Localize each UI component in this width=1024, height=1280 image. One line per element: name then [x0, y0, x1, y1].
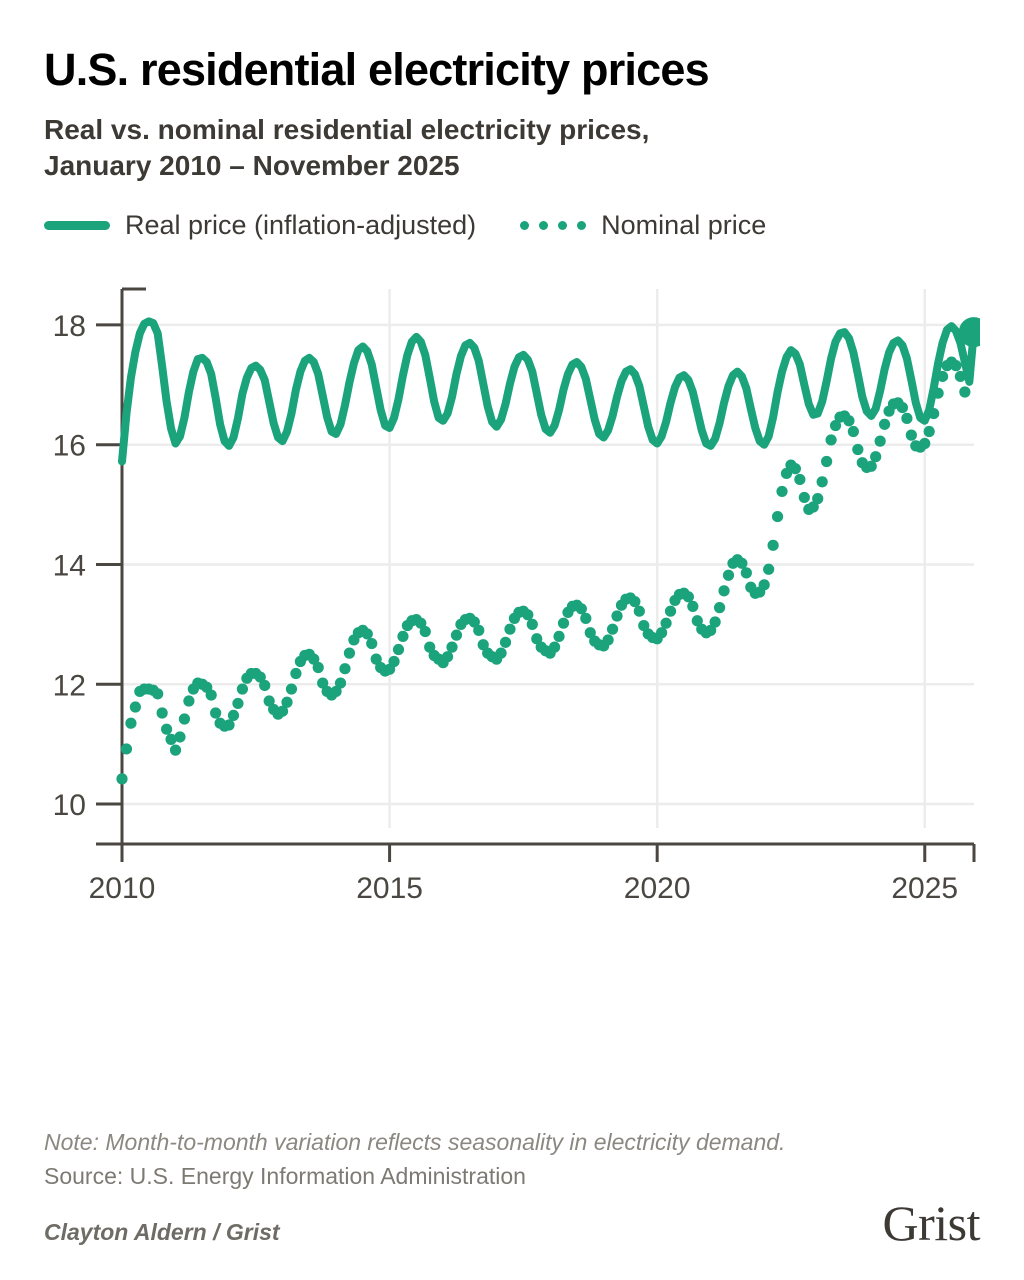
svg-text:14: 14	[53, 549, 86, 582]
chart-footer: Note: Month-to-month variation reflects …	[44, 1127, 981, 1251]
byline-row: Clayton Aldern / Grist Grist	[44, 1195, 981, 1251]
legend-label-real-price: Real price (inflation-adjusted)	[125, 209, 477, 240]
legend-item-real-price[interactable]: Real price (inflation-adjusted)	[44, 210, 476, 241]
chart-source: Source: U.S. Energy Information Administ…	[44, 1163, 526, 1190]
svg-text:2010: 2010	[89, 872, 156, 905]
svg-text:10: 10	[53, 789, 86, 822]
chart-legend: Real price (inflation-adjusted) Nominal …	[44, 210, 980, 241]
svg-text:12: 12	[53, 669, 86, 702]
grist-logo: Grist	[882, 1195, 981, 1251]
svg-text:16: 16	[53, 430, 86, 463]
dotted-line-swatch-icon	[520, 220, 587, 230]
page-subtitle: Real vs. nominal residential electricity…	[44, 114, 650, 182]
chart-byline: Clayton Aldern / Grist	[44, 1219, 280, 1245]
svg-text:18: 18	[53, 310, 86, 343]
chart-svg: 10 12 14 16 18 2010 2015 2020 2025	[53, 287, 980, 905]
svg-text:2015: 2015	[356, 872, 423, 905]
legend-item-nominal-price[interactable]: Nominal price	[520, 210, 766, 241]
chart-note: Note: Month-to-month variation reflects …	[44, 1128, 786, 1155]
page-title: U.S. residential electricity prices	[44, 44, 710, 95]
chart-plot-area: 10 12 14 16 18 2010 2015 2020 2025	[44, 275, 980, 920]
svg-text:2020: 2020	[624, 872, 691, 905]
svg-text:2025: 2025	[891, 872, 958, 905]
legend-label-nominal-price: Nominal price	[601, 209, 767, 240]
solid-line-swatch-icon	[44, 220, 110, 230]
